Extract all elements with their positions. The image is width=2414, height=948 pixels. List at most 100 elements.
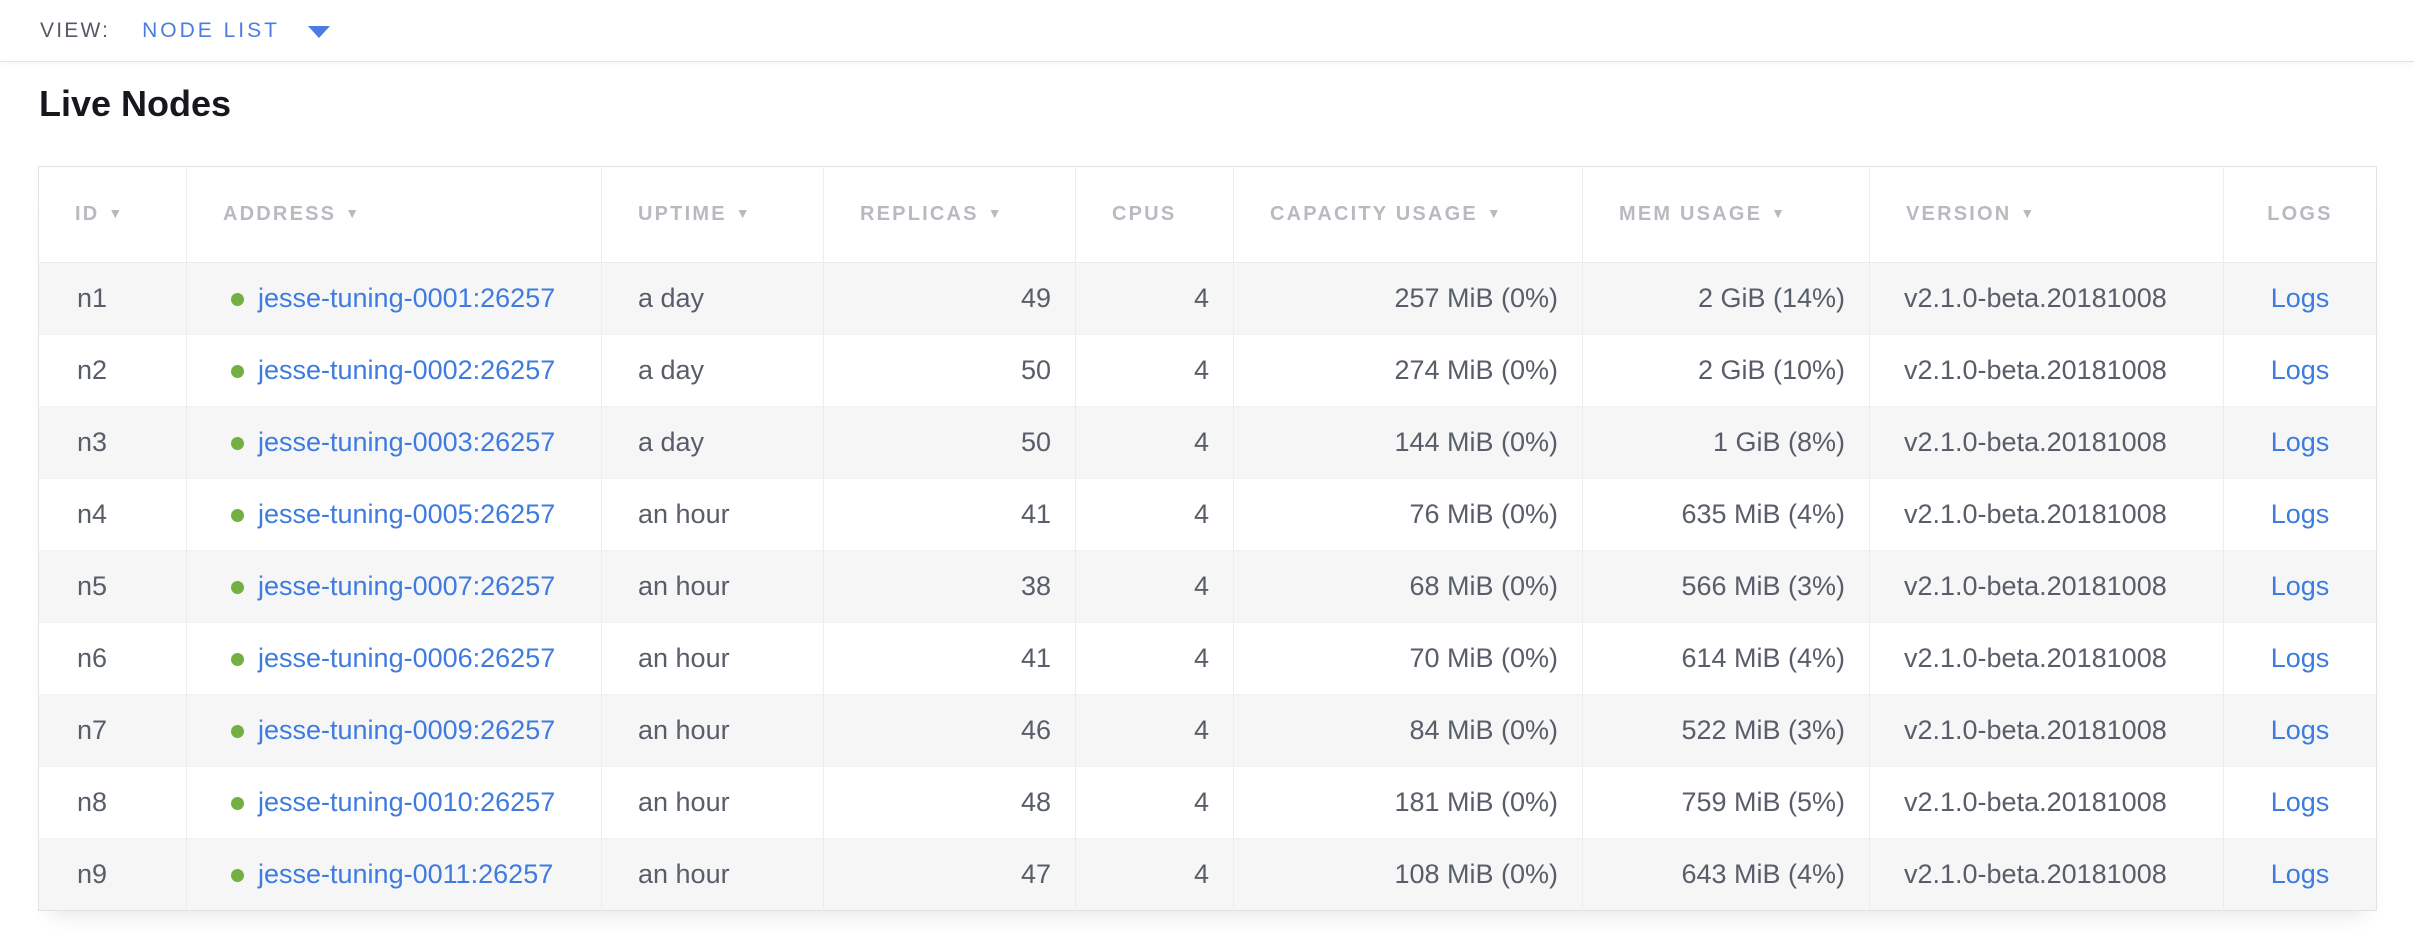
cell-mem: 635 MiB (4%) [1582,478,1870,551]
cell-id: n7 [38,694,187,767]
cell-logs: Logs [2223,550,2377,623]
view-dropdown-value: NODE LIST [142,18,280,42]
node-address-link[interactable]: jesse-tuning-0001:26257 [258,282,556,313]
cell-mem: 1 GiB (8%) [1582,406,1870,479]
sort-desc-icon: ▼ [2020,204,2037,221]
chevron-down-icon [307,26,330,38]
cell-version: v2.1.0-beta.20181008 [1869,766,2224,839]
cell-logs: Logs [2223,334,2377,407]
live-status-icon [231,508,244,522]
main-content: Live Nodes ID ▼ ADDRESS ▼ UPTIME ▼ REPLICAS ▼ CP… [0,62,2414,911]
live-status-icon [231,868,244,882]
cell-mem: 522 MiB (3%) [1582,694,1870,767]
cell-version: v2.1.0-beta.20181008 [1869,406,2224,479]
column-header-label: MEM USAGE [1619,202,1763,225]
column-header-logs: LOGS [2223,166,2377,263]
cell-capacity: 76 MiB (0%) [1233,478,1583,551]
logs-link[interactable]: Logs [2270,786,2330,817]
cell-capacity: 181 MiB (0%) [1233,766,1583,839]
cell-id: n2 [38,334,187,407]
node-address-link[interactable]: jesse-tuning-0007:26257 [258,570,556,601]
cell-address: jesse-tuning-0003:26257 [186,406,602,479]
cell-replicas: 46 [823,694,1076,767]
logs-link[interactable]: Logs [2270,642,2330,673]
table-row: n2 jesse-tuning-0002:26257 a day 50 4 274 MiB… [38,334,2377,407]
cell-uptime: an hour [601,694,824,767]
cell-address: jesse-tuning-0009:26257 [186,694,602,767]
table-row: n3 jesse-tuning-0003:26257 a day 50 4 144 MiB… [38,406,2377,479]
column-header-mem[interactable]: MEM USAGE ▼ [1582,166,1870,263]
table-row: n4 jesse-tuning-0005:26257 an hour 41 4 76 Mi… [38,478,2377,551]
header-row: ID ▼ ADDRESS ▼ UPTIME ▼ REPLICAS ▼ CPUS CAPACITY … [38,166,2377,263]
view-dropdown[interactable]: NODE LIST [142,19,330,43]
table-row: n7 jesse-tuning-0009:26257 an hour 46 4 84 Mi… [38,694,2377,767]
cell-logs: Logs [2223,478,2377,551]
node-address-link[interactable]: jesse-tuning-0006:26257 [258,642,556,673]
cell-uptime: an hour [601,478,824,551]
column-header-version[interactable]: VERSION ▼ [1869,166,2224,263]
cell-replicas: 50 [823,406,1076,479]
cell-version: v2.1.0-beta.20181008 [1869,334,2224,407]
cell-capacity: 144 MiB (0%) [1233,406,1583,479]
cell-mem: 566 MiB (3%) [1582,550,1870,623]
sort-desc-icon: ▼ [987,204,1004,221]
node-address-link[interactable]: jesse-tuning-0005:26257 [258,498,556,529]
cell-address: jesse-tuning-0010:26257 [186,766,602,839]
node-address-link[interactable]: jesse-tuning-0010:26257 [258,786,556,817]
live-status-icon [231,580,244,594]
cell-replicas: 41 [823,478,1076,551]
logs-link[interactable]: Logs [2270,858,2330,889]
node-address-link[interactable]: jesse-tuning-0009:26257 [258,714,556,745]
live-status-icon [231,292,244,306]
logs-link[interactable]: Logs [2270,282,2330,313]
table-row: n6 jesse-tuning-0006:26257 an hour 41 4 70 Mi… [38,622,2377,695]
cell-replicas: 41 [823,622,1076,695]
column-header-label: VERSION [1906,202,2012,225]
logs-link[interactable]: Logs [2270,354,2330,385]
table-row: n5 jesse-tuning-0007:26257 an hour 38 4 68 Mi… [38,550,2377,623]
node-address-link[interactable]: jesse-tuning-0003:26257 [258,426,556,457]
sort-desc-icon: ▼ [735,204,752,221]
sort-desc-icon: ▼ [1486,204,1503,221]
page-title: Live Nodes [39,83,232,124]
logs-link[interactable]: Logs [2270,570,2330,601]
column-header-capacity[interactable]: CAPACITY USAGE ▼ [1233,166,1583,263]
live-status-icon [231,436,244,450]
cell-id: n3 [38,406,187,479]
column-header-label: ADDRESS [223,202,337,225]
table-row: n9 jesse-tuning-0011:26257 an hour 47 4 108 M… [38,838,2377,911]
cell-capacity: 274 MiB (0%) [1233,334,1583,407]
cell-logs: Logs [2223,838,2377,911]
cell-id: n1 [38,262,187,335]
sort-desc-icon: ▼ [345,204,362,221]
logs-link[interactable]: Logs [2270,426,2330,457]
cell-version: v2.1.0-beta.20181008 [1869,622,2224,695]
column-header-uptime[interactable]: UPTIME ▼ [601,166,824,263]
logs-link[interactable]: Logs [2270,498,2330,529]
cell-address: jesse-tuning-0007:26257 [186,550,602,623]
column-header-address[interactable]: ADDRESS ▼ [186,166,602,263]
cell-mem: 2 GiB (14%) [1582,262,1870,335]
cell-mem: 2 GiB (10%) [1582,334,1870,407]
cell-uptime: an hour [601,550,824,623]
column-header-label: ID [75,202,100,225]
cell-version: v2.1.0-beta.20181008 [1869,262,2224,335]
table-row: n8 jesse-tuning-0010:26257 an hour 48 4 181 M… [38,766,2377,839]
cell-id: n4 [38,478,187,551]
logs-link[interactable]: Logs [2270,714,2330,745]
cell-address: jesse-tuning-0006:26257 [186,622,602,695]
column-header-id[interactable]: ID ▼ [38,166,187,263]
live-status-icon [231,652,244,666]
cell-version: v2.1.0-beta.20181008 [1869,550,2224,623]
live-nodes-table-wrap: ID ▼ ADDRESS ▼ UPTIME ▼ REPLICAS ▼ CPUS CAPACITY … [38,165,2377,911]
cell-mem: 759 MiB (5%) [1582,766,1870,839]
column-header-replicas[interactable]: REPLICAS ▼ [823,166,1076,263]
cell-replicas: 50 [823,334,1076,407]
cell-address: jesse-tuning-0011:26257 [186,838,602,911]
table-body: n1 jesse-tuning-0001:26257 a day 49 4 257 MiB… [38,262,2377,911]
node-address-link[interactable]: jesse-tuning-0011:26257 [258,858,554,889]
node-address-link[interactable]: jesse-tuning-0002:26257 [258,354,556,385]
view-selector-bar: VIEW: NODE LIST [0,0,2414,62]
column-header-label: LOGS [2267,202,2333,225]
cell-id: n9 [38,838,187,911]
